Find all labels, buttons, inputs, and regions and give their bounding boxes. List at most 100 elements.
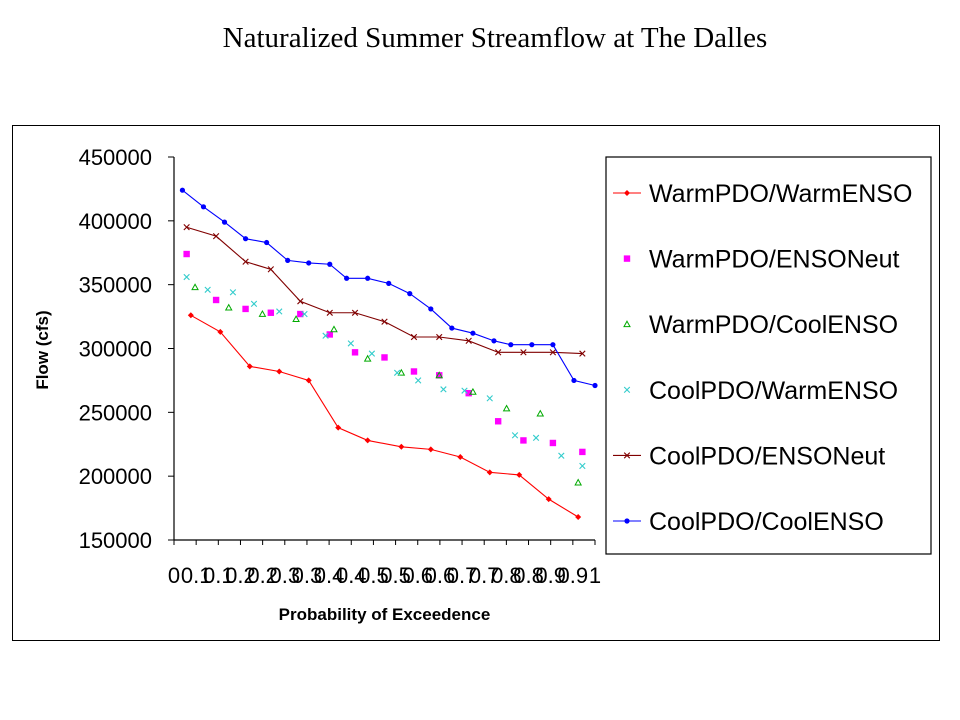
data-point xyxy=(494,418,502,425)
data-point xyxy=(435,371,444,379)
x-tick-label: 0.5 xyxy=(380,563,411,588)
data-point xyxy=(368,350,376,357)
series-warmpdo-coolenso xyxy=(191,283,583,486)
data-point xyxy=(250,300,258,308)
data-point xyxy=(449,325,455,331)
data-point xyxy=(276,368,283,375)
data-point xyxy=(410,368,418,375)
data-point xyxy=(529,342,535,348)
x-tick-label: 0.9 xyxy=(558,563,589,588)
data-point xyxy=(592,382,598,389)
series-line xyxy=(182,189,596,387)
series-coolpdo-warmenso xyxy=(183,273,586,470)
data-point xyxy=(183,273,190,281)
data-point xyxy=(212,232,220,240)
plot-area: 150000 200000 250000 300000 350000 400000 4500… xyxy=(79,145,602,588)
data-point xyxy=(386,280,392,286)
data-point xyxy=(242,305,249,313)
legend-box xyxy=(605,156,932,555)
data-point xyxy=(365,275,371,281)
legend-swatch-marker xyxy=(624,518,630,524)
data-point xyxy=(363,354,372,362)
data-point xyxy=(579,462,586,470)
x-tick-label: 0.6 xyxy=(402,563,433,588)
data-point xyxy=(486,469,493,476)
data-point xyxy=(347,340,355,347)
data-point xyxy=(532,434,540,442)
data-point xyxy=(393,369,401,376)
data-point xyxy=(410,333,418,341)
data-point xyxy=(457,454,464,461)
data-point xyxy=(427,446,434,453)
data-point xyxy=(511,432,519,439)
legend-swatch-marker xyxy=(623,255,631,262)
x-tick-label: 0.4 xyxy=(336,563,367,588)
x-tick-label: 0.3 xyxy=(292,563,323,588)
legend-item: CoolPDO/WarmENSO xyxy=(623,377,898,405)
data-point xyxy=(558,452,565,459)
data-point xyxy=(407,291,413,297)
legend-label: WarmPDO/ENSONeut xyxy=(649,246,900,274)
y-tick-label: 200000 xyxy=(79,464,152,489)
x-axis-title: Probability of Exceedence xyxy=(279,605,491,624)
data-point xyxy=(351,309,359,316)
data-point xyxy=(486,395,493,402)
data-point xyxy=(187,312,194,319)
y-tick-label: 400000 xyxy=(79,209,152,234)
data-point xyxy=(301,310,308,318)
legend-label: WarmPDO/WarmENSO xyxy=(649,180,912,208)
x-tick-label: 1 xyxy=(589,563,601,588)
x-tick-label: 0.8 xyxy=(513,563,544,588)
x-tick-label: 0.5 xyxy=(358,563,389,588)
series-layer xyxy=(179,187,598,521)
data-point xyxy=(212,296,220,304)
x-tick-label: 0.6 xyxy=(425,563,456,588)
series-warmpdo-ensoneut xyxy=(183,250,586,456)
data-point xyxy=(508,342,514,348)
x-tick-label: 0.1 xyxy=(181,563,212,588)
legend-item: CoolPDO/ENSONeut xyxy=(613,442,885,470)
data-point xyxy=(579,448,586,456)
data-point xyxy=(502,404,511,412)
x-tick-label: 0.1 xyxy=(203,563,234,588)
data-point xyxy=(183,250,190,258)
legend-item: WarmPDO/WarmENSO xyxy=(613,180,912,208)
data-point xyxy=(491,338,497,344)
series-coolpdo-ensoneut xyxy=(183,224,586,357)
data-point xyxy=(221,219,228,225)
data-point xyxy=(351,349,359,356)
data-point xyxy=(229,289,237,296)
data-point xyxy=(575,514,582,521)
x-tick-label: 0 xyxy=(168,563,180,588)
data-point xyxy=(364,437,371,444)
x-tick-label: 0.3 xyxy=(269,563,300,588)
x-axis-ticks: 0 0.10.10.20.20.30.30.40.40.50.50.60.60.7… xyxy=(168,540,601,588)
data-point xyxy=(200,204,207,210)
data-point xyxy=(520,349,527,356)
legend-label: CoolPDO/WarmENSO xyxy=(649,377,898,405)
x-tick-label: 0.7 xyxy=(447,563,478,588)
data-point xyxy=(440,386,447,393)
data-point xyxy=(297,298,304,305)
data-point xyxy=(545,496,552,503)
data-point xyxy=(574,478,583,486)
data-point xyxy=(326,309,333,316)
data-point xyxy=(242,236,249,242)
data-point xyxy=(267,266,275,273)
data-point xyxy=(322,332,329,339)
legend-label: CoolPDO/CoolENSO xyxy=(649,508,884,536)
data-point xyxy=(305,377,312,384)
data-point xyxy=(381,318,388,325)
data-point xyxy=(470,330,476,336)
x-tick-label: 0.8 xyxy=(491,563,522,588)
data-point xyxy=(465,389,472,397)
data-point xyxy=(428,306,434,312)
data-point xyxy=(397,368,406,376)
legend: WarmPDO/WarmENSO WarmPDO/ENSONeut WarmPDO/… xyxy=(605,156,932,555)
data-point xyxy=(436,333,443,341)
y-axis-ticks: 150000 200000 250000 300000 350000 400000 4500… xyxy=(79,145,174,553)
data-point xyxy=(330,325,338,333)
data-point xyxy=(326,331,333,338)
data-point xyxy=(242,258,249,265)
